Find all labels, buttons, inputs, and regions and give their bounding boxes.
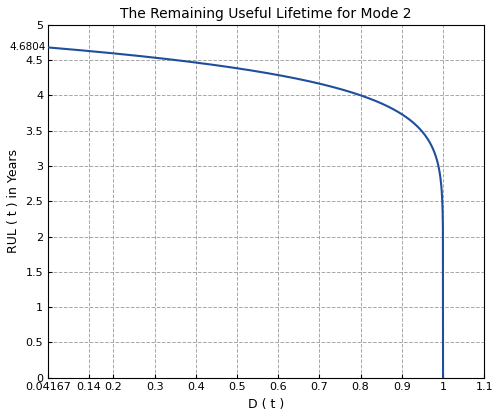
Title: The Remaining Useful Lifetime for Mode 2: The Remaining Useful Lifetime for Mode 2 [120, 7, 412, 21]
X-axis label: D ( t ): D ( t ) [248, 398, 284, 411]
Y-axis label: RUL ( t ) in Years: RUL ( t ) in Years [7, 149, 20, 253]
Text: 4.6804: 4.6804 [10, 43, 46, 52]
